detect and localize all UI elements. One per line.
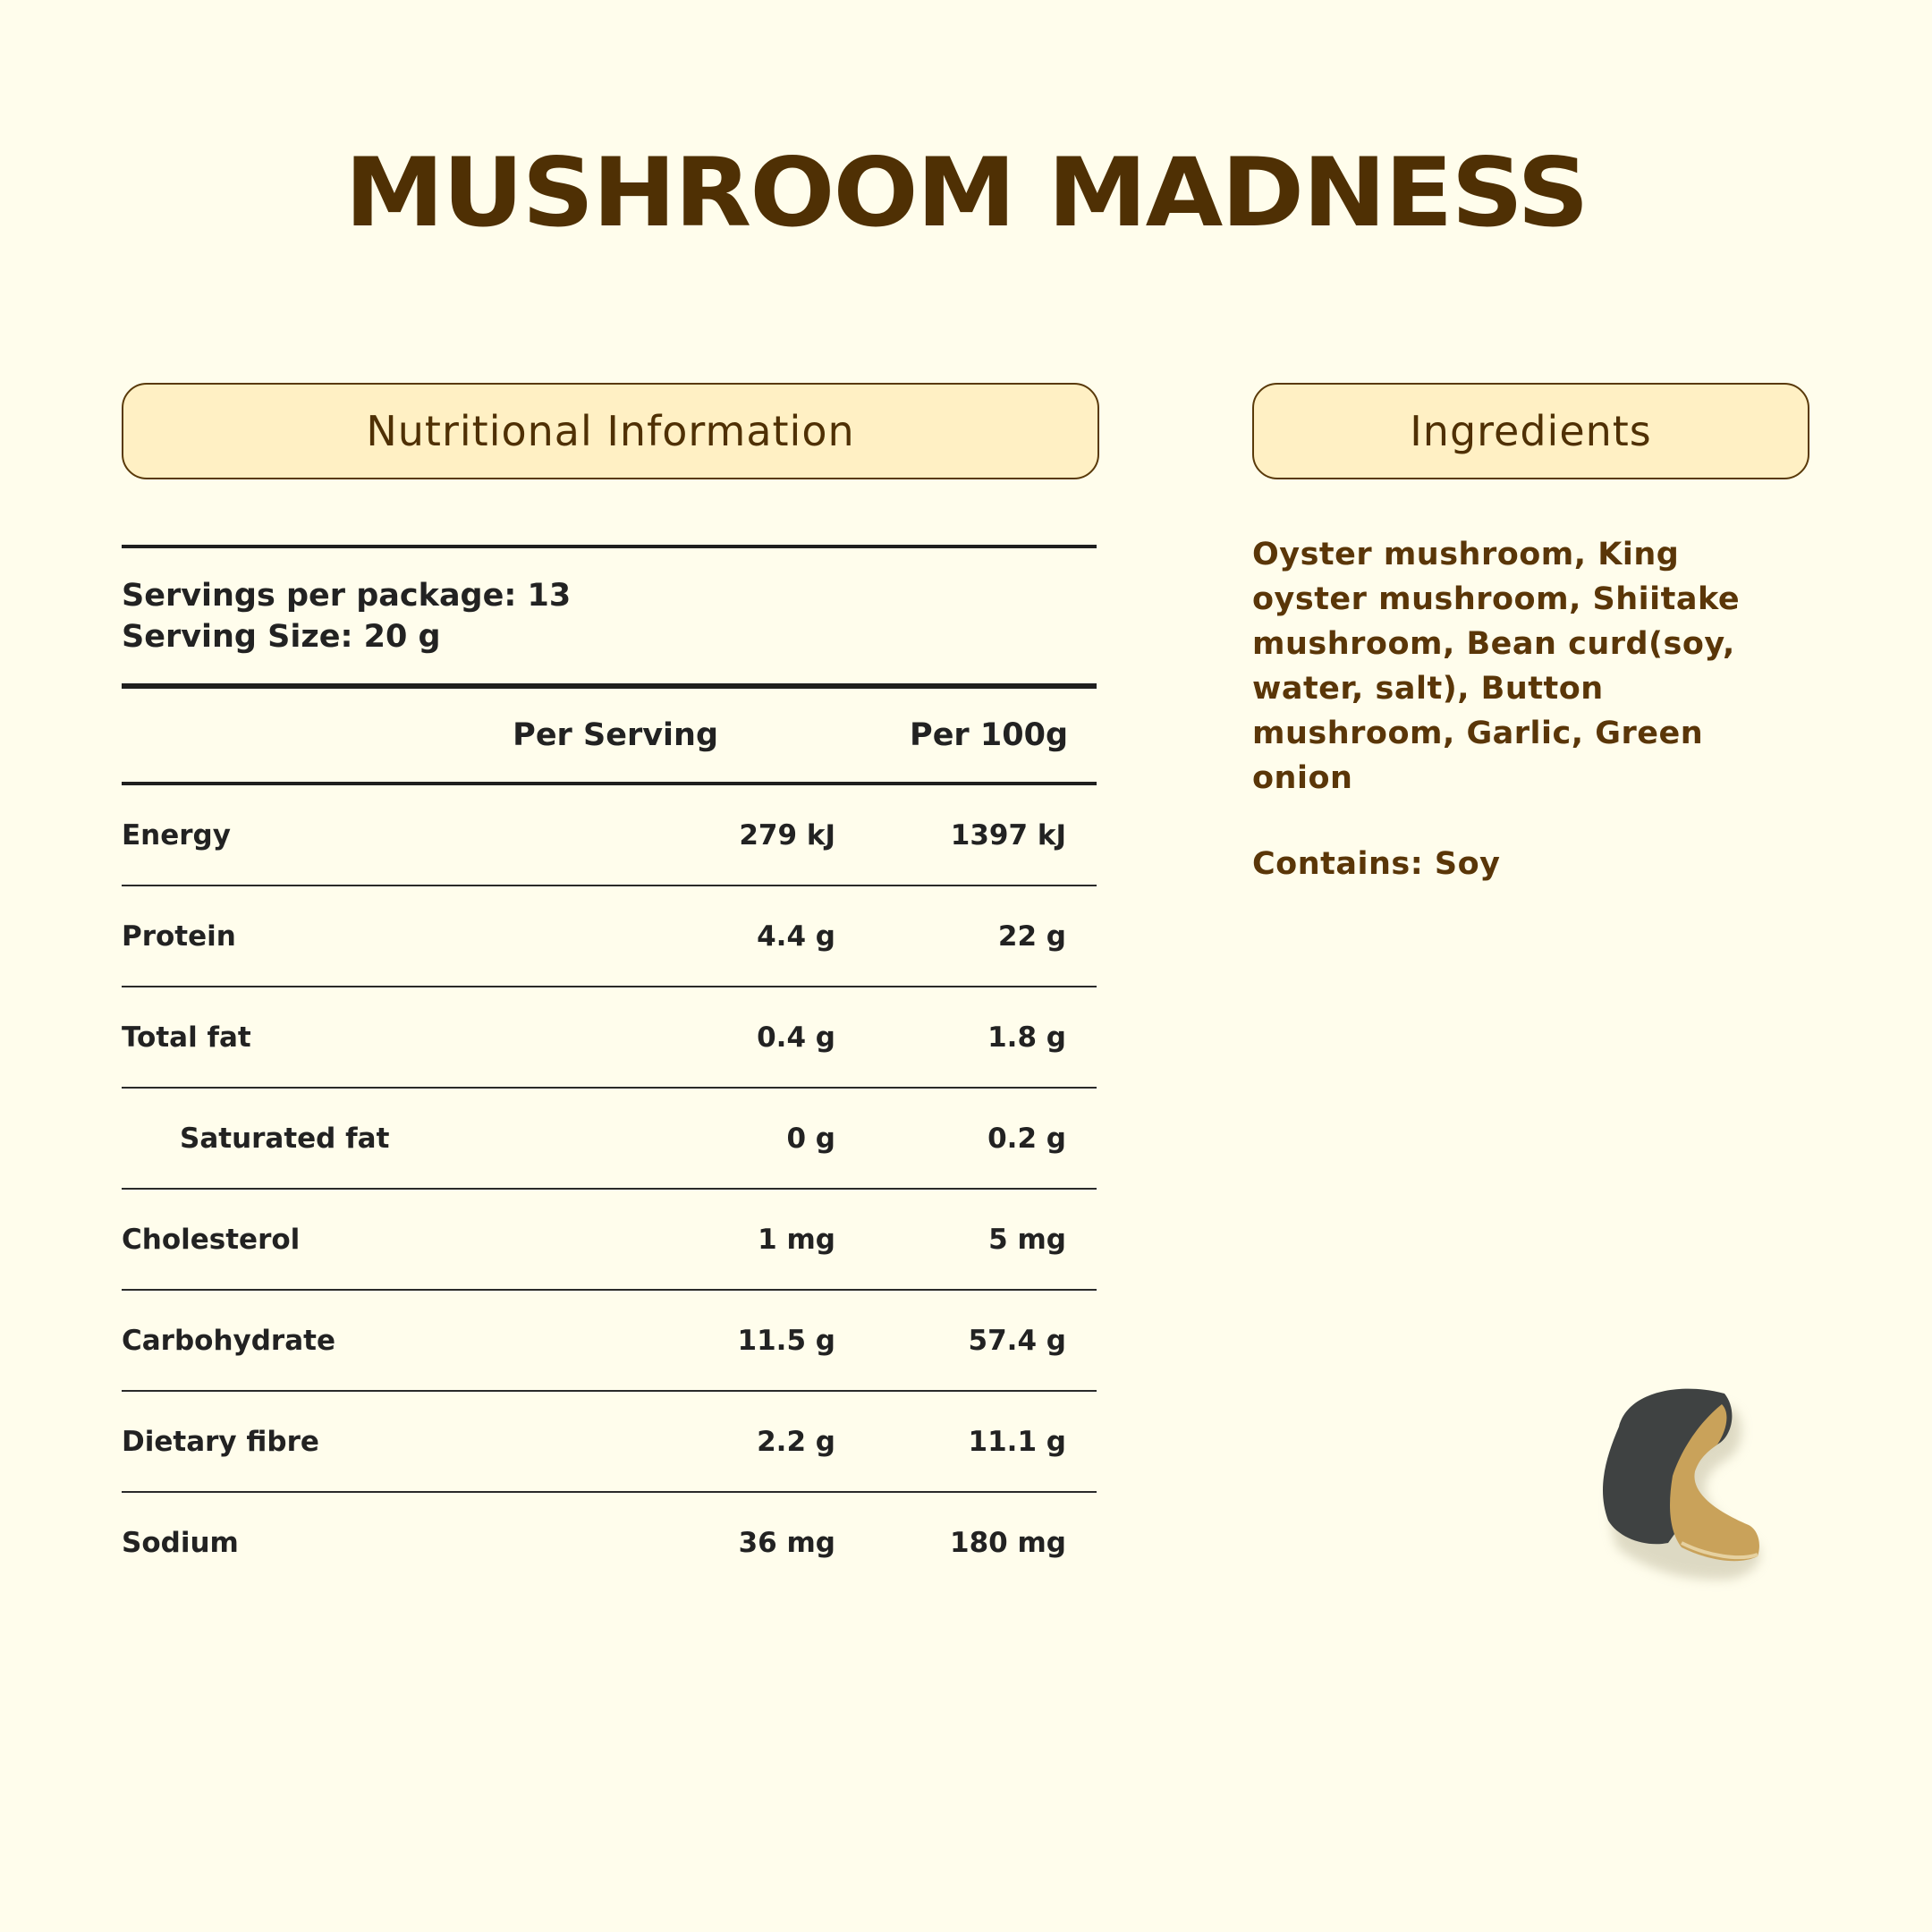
per-serving-value: 2.2 g	[757, 1426, 835, 1458]
mushroom-chip-image	[1602, 1388, 1760, 1580]
row-divider	[122, 1491, 1097, 1493]
per-serving-value: 279 kJ	[739, 819, 835, 852]
nutrition-row: Dietary fibre 2.2 g 11.1 g	[122, 1392, 1097, 1493]
nutrient-label: Sodium	[122, 1527, 239, 1559]
product-title: MUSHROOM MADNESS	[344, 138, 1589, 249]
nutrition-row: Carbohydrate 11.5 g 57.4 g	[122, 1291, 1097, 1392]
nutrient-label: Protein	[122, 920, 236, 953]
row-divider	[122, 986, 1097, 987]
allergen-contains: Contains: Soy	[1252, 846, 1501, 882]
per-serving-value: 0 g	[786, 1123, 835, 1155]
ingredients-list: Oyster mushroom, King oyster mushroom, S…	[1252, 537, 1741, 796]
per-100g-value: 22 g	[997, 920, 1066, 953]
nutrition-row: Protein 4.4 g 22 g	[122, 886, 1097, 987]
nutrient-label: Energy	[122, 819, 231, 852]
per-100g-value: 5 mg	[988, 1224, 1066, 1256]
nutrition-heading: Nutritional Information	[366, 407, 855, 455]
ingredients-heading: Ingredients	[1410, 407, 1652, 455]
divider	[122, 683, 1097, 689]
row-divider	[122, 1188, 1097, 1190]
nutrient-label: Cholesterol	[122, 1224, 301, 1256]
divider	[122, 545, 1097, 548]
per-serving-value: 0.4 g	[757, 1021, 835, 1054]
nutrient-label: Total fat	[122, 1021, 251, 1054]
per-serving-value: 1 mg	[758, 1224, 835, 1256]
row-divider	[122, 1390, 1097, 1392]
nutrient-label: Carbohydrate	[122, 1325, 335, 1357]
ingredients-heading-pill: Ingredients	[1252, 383, 1809, 479]
per-serving-value: 36 mg	[738, 1527, 835, 1559]
per-serving-value: 11.5 g	[737, 1325, 835, 1357]
nutrition-row: Energy 279 kJ 1397 kJ	[122, 785, 1097, 886]
row-divider	[122, 1087, 1097, 1089]
nutrient-label: Dietary fibre	[122, 1426, 319, 1458]
nutrition-row: Sodium 36 mg 180 mg	[122, 1493, 1097, 1594]
row-divider	[122, 1289, 1097, 1291]
divider	[122, 782, 1097, 785]
per-100g-value: 0.2 g	[987, 1123, 1066, 1155]
nutrition-row: Cholesterol 1 mg 5 mg	[122, 1190, 1097, 1291]
nutrition-row: Saturated fat 0 g 0.2 g	[122, 1089, 1097, 1190]
per-100g-value: 180 mg	[950, 1527, 1066, 1559]
serving-size: Serving Size: 20 g	[122, 619, 441, 655]
row-divider	[122, 885, 1097, 886]
nutrition-heading-pill: Nutritional Information	[122, 383, 1099, 479]
per-100g-value: 11.1 g	[968, 1426, 1066, 1458]
servings-per-package: Servings per package: 13	[122, 578, 572, 614]
column-header-per-100g: Per 100g	[910, 717, 1068, 753]
nutrient-label: Saturated fat	[180, 1123, 390, 1155]
per-serving-value: 4.4 g	[757, 920, 835, 953]
nutrition-row: Total fat 0.4 g 1.8 g	[122, 987, 1097, 1089]
column-header-per-serving: Per Serving	[513, 717, 718, 753]
per-100g-value: 57.4 g	[968, 1325, 1066, 1357]
per-100g-value: 1.8 g	[987, 1021, 1066, 1054]
per-100g-value: 1397 kJ	[950, 819, 1066, 852]
